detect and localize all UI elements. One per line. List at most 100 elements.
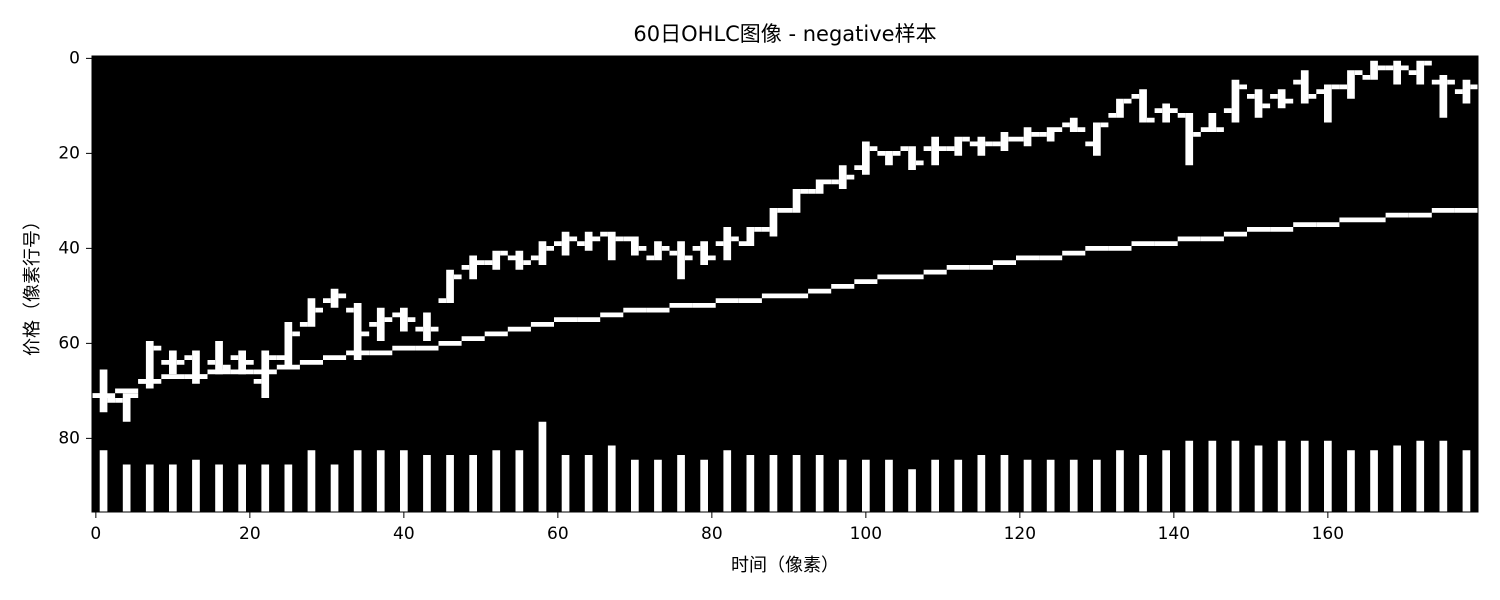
high-low-bar [631,236,639,256]
open-tick [346,307,354,313]
open-tick [1016,136,1024,142]
volume-bar [1393,445,1401,512]
high-low-bar [423,312,431,341]
volume-bar [654,459,662,512]
open-tick [1177,113,1186,118]
open-tick [1408,70,1417,75]
open-tick [1339,84,1348,90]
volume-bar [815,455,824,512]
open-tick [992,141,1001,147]
x-tick-label: 20 [239,524,261,544]
ma-segment [1293,222,1317,227]
high-low-bar [538,241,547,265]
close-tick [661,246,670,251]
open-tick [1454,89,1463,94]
volume-bar [885,459,893,512]
close-tick [546,246,554,251]
close-tick [1331,84,1340,90]
ma-segment [461,336,485,341]
open-tick [600,231,608,237]
volume-bar [1416,440,1425,512]
close-tick [384,317,393,322]
close-tick [708,255,716,261]
high-low-bar [376,307,385,341]
open-tick [854,165,862,170]
ma-segment [623,307,647,313]
close-tick [846,174,855,180]
ma-segment [692,303,716,308]
volume-bar [515,450,524,512]
open-tick [138,379,146,384]
open-tick [484,260,493,265]
volume-bar [1116,450,1124,512]
high-low-bar [862,141,870,175]
volume-bar [584,455,593,512]
ma-segment [1016,255,1040,261]
open-tick [761,227,770,232]
open-tick [184,355,193,360]
ma-segment [507,326,531,332]
close-tick [1262,103,1271,109]
ma-segment [1062,250,1086,256]
volume-bar [1139,455,1147,512]
open-tick [1385,65,1394,71]
close-tick [1146,117,1155,123]
x-tick-label: 140 [1158,524,1190,544]
ma-segment [1085,246,1109,251]
y-tick-label: 20 [58,143,80,163]
close-tick [569,236,578,242]
ma-segment [1385,212,1409,218]
ma-segment [161,374,185,379]
volume-bar [1208,440,1217,512]
high-low-bar [99,369,108,413]
close-tick [800,189,809,194]
high-low-bar [1370,60,1378,80]
close-tick [1377,65,1386,71]
ma-segment [785,293,809,299]
close-tick [500,250,508,256]
close-tick [823,179,832,185]
open-tick [1200,127,1209,132]
volume-bar [99,450,108,512]
close-tick [1008,136,1016,142]
open-tick [1316,89,1324,94]
volume-bar [908,469,916,512]
y-tick-label: 40 [58,238,80,258]
high-low-bar [1254,89,1263,118]
close-tick [684,255,693,261]
ma-segment [438,341,462,346]
ma-segment [484,331,508,337]
high-low-bar [492,250,501,270]
close-tick [1054,127,1063,132]
high-low-bar [1231,79,1240,123]
open-tick [507,255,516,261]
chart-title: 60日OHLC图像 - negative样本 [633,22,936,46]
y-axis-label: 价格（像素行号） [22,212,43,356]
ma-segment [1270,227,1294,232]
high-low-bar [561,231,570,256]
volume-bar [561,455,570,512]
ma-segment [1362,217,1386,223]
volume-bar [400,450,408,512]
open-tick [253,379,262,384]
open-tick [1293,79,1301,85]
open-tick [554,241,562,246]
high-low-bar [792,189,801,213]
close-tick [1193,132,1201,137]
close-tick [1031,132,1040,137]
open-tick [1362,75,1371,80]
close-tick [731,236,739,242]
close-tick [315,307,323,313]
high-low-bar [122,393,131,422]
volume-bar [1162,450,1170,512]
close-tick [1216,127,1224,132]
volume-bar [954,459,963,512]
open-tick [969,141,978,147]
close-tick [754,227,762,232]
high-low-bar [838,165,847,189]
open-tick [923,146,932,151]
volume-bar [469,455,477,512]
open-tick [738,241,747,246]
